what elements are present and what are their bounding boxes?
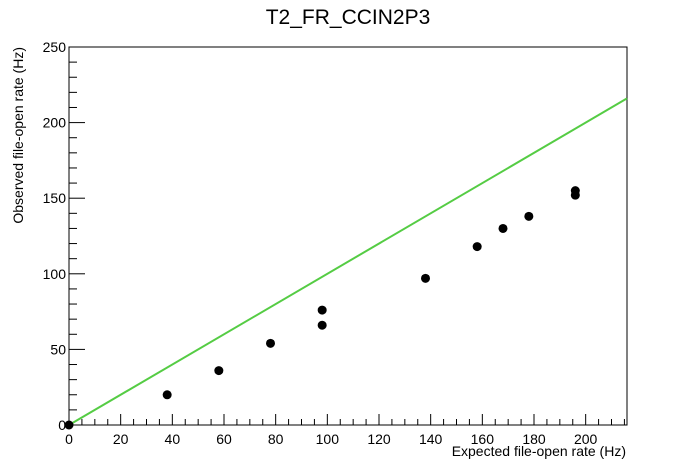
data-point [421,273,430,283]
data-point [266,338,275,348]
x-tick-label: 200 [574,431,598,447]
x-axis: 0 20 40 60 80 100 120 140 160 180 200 [65,414,625,447]
data-point [317,305,327,315]
data-point [472,242,482,252]
x-tick-label: 180 [522,431,546,447]
y-tick-label: 200 [43,115,67,131]
data-point [214,366,224,376]
y-axis: 0 50 100 150 200 250 [43,39,85,433]
series-layer [64,97,628,430]
y-tick-label: 150 [43,190,67,206]
x-tick-label: 80 [268,431,284,447]
y-tick-label: 0 [58,417,66,433]
y-tick-label: 250 [43,39,67,55]
x-tick-label: 140 [419,431,443,447]
x-tick-label: 60 [216,431,232,447]
x-tick-label: 160 [471,431,495,447]
chart-title: T2_FR_CCIN2P3 [266,6,431,29]
x-tick-label: 100 [316,431,340,447]
data-point [570,186,580,196]
data-point [162,390,172,400]
plot-frame [68,46,628,426]
x-tick-label: 120 [367,431,391,447]
y-tick-label: 100 [43,266,67,282]
x-tick-label: 0 [65,431,73,447]
x-axis-title: Expected file-open rate (Hz) [452,443,626,459]
y-axis-title: Observed file-open rate (Hz) [10,47,26,224]
y-tick-label: 50 [50,341,66,357]
reference-line [68,97,628,426]
data-point [524,211,534,221]
data-point [64,420,74,430]
data-point [498,223,508,233]
x-tick-label: 40 [165,431,181,447]
x-tick-label: 20 [113,431,129,447]
data-point [317,320,327,330]
